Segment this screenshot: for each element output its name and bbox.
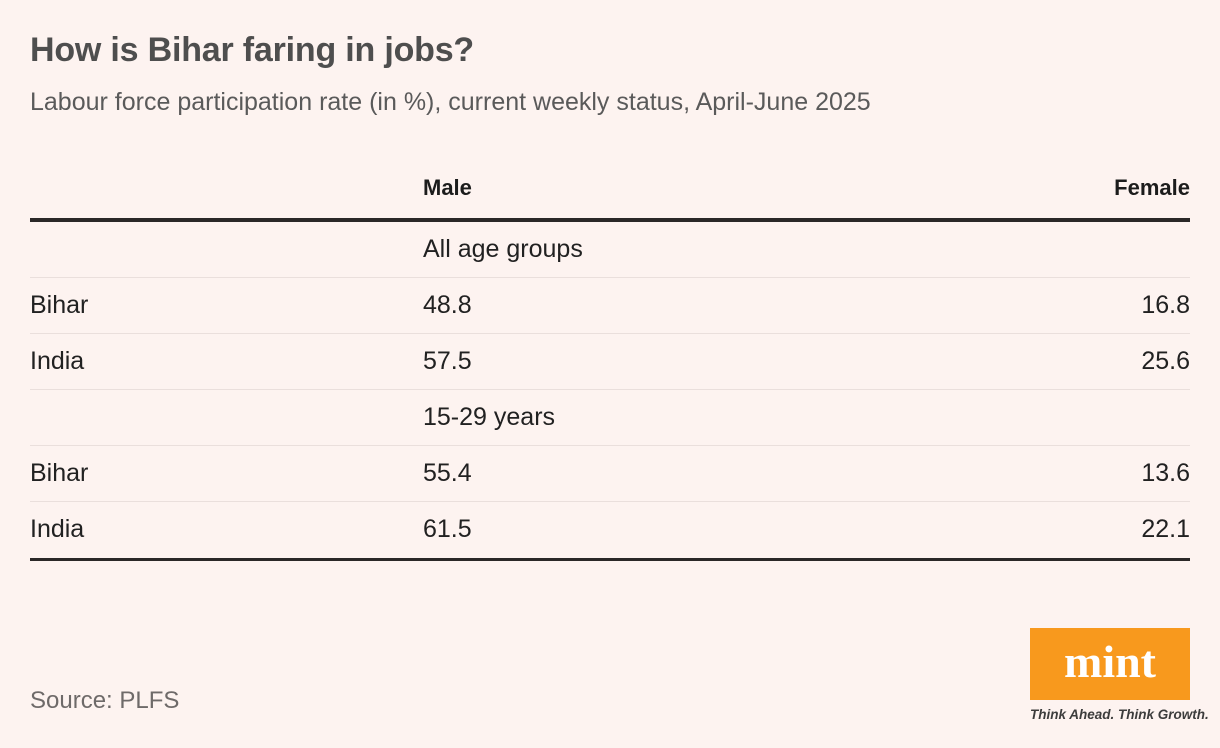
section-row-15-29-years: 15-29 years — [30, 390, 1190, 446]
table-row-bihar-15-29: Bihar 55.4 13.6 — [30, 446, 1190, 502]
value-male: 48.8 — [423, 290, 472, 319]
value-male: 55.4 — [423, 458, 472, 487]
section-label: All age groups — [423, 234, 583, 263]
source-note: Source: PLFS — [30, 687, 180, 714]
column-header-female: Female — [1114, 174, 1190, 200]
value-male: 61.5 — [423, 515, 472, 544]
value-female: 25.6 — [1141, 346, 1190, 375]
row-label: India — [30, 515, 85, 544]
value-female: 16.8 — [1141, 290, 1190, 319]
value-female: 13.6 — [1141, 458, 1190, 487]
table-body: All age groups Bihar 48.8 16.8 India 57.… — [30, 217, 1190, 561]
data-table: Male Female All age groups Bihar 48.8 16… — [30, 175, 1190, 561]
table-row-bihar-all-ages: Bihar 48.8 16.8 — [30, 278, 1190, 334]
table-header-row: Male Female — [30, 175, 1190, 201]
table-row-india-15-29: India 61.5 22.1 — [30, 502, 1190, 558]
mint-wordmark: mint — [1064, 636, 1156, 687]
value-male: 57.5 — [423, 346, 472, 375]
section-row-all-age-groups: All age groups — [30, 222, 1190, 278]
row-label: Bihar — [30, 290, 89, 319]
page-subtitle: Labour force participation rate (in %), … — [30, 87, 871, 116]
mint-logo-box: mint — [1030, 628, 1190, 700]
table-row-india-all-ages: India 57.5 25.6 — [30, 334, 1190, 390]
row-label: Bihar — [30, 458, 89, 487]
row-label: India — [30, 346, 85, 375]
brand-tagline: Think Ahead. Think Growth. — [1030, 707, 1209, 722]
section-label: 15-29 years — [423, 402, 556, 431]
column-header-male: Male — [423, 174, 472, 200]
mint-brand-logo: mint Think Ahead. Think Growth. — [1030, 628, 1209, 722]
value-female: 22.1 — [1141, 515, 1190, 544]
page-title: How is Bihar faring in jobs? — [30, 31, 474, 69]
